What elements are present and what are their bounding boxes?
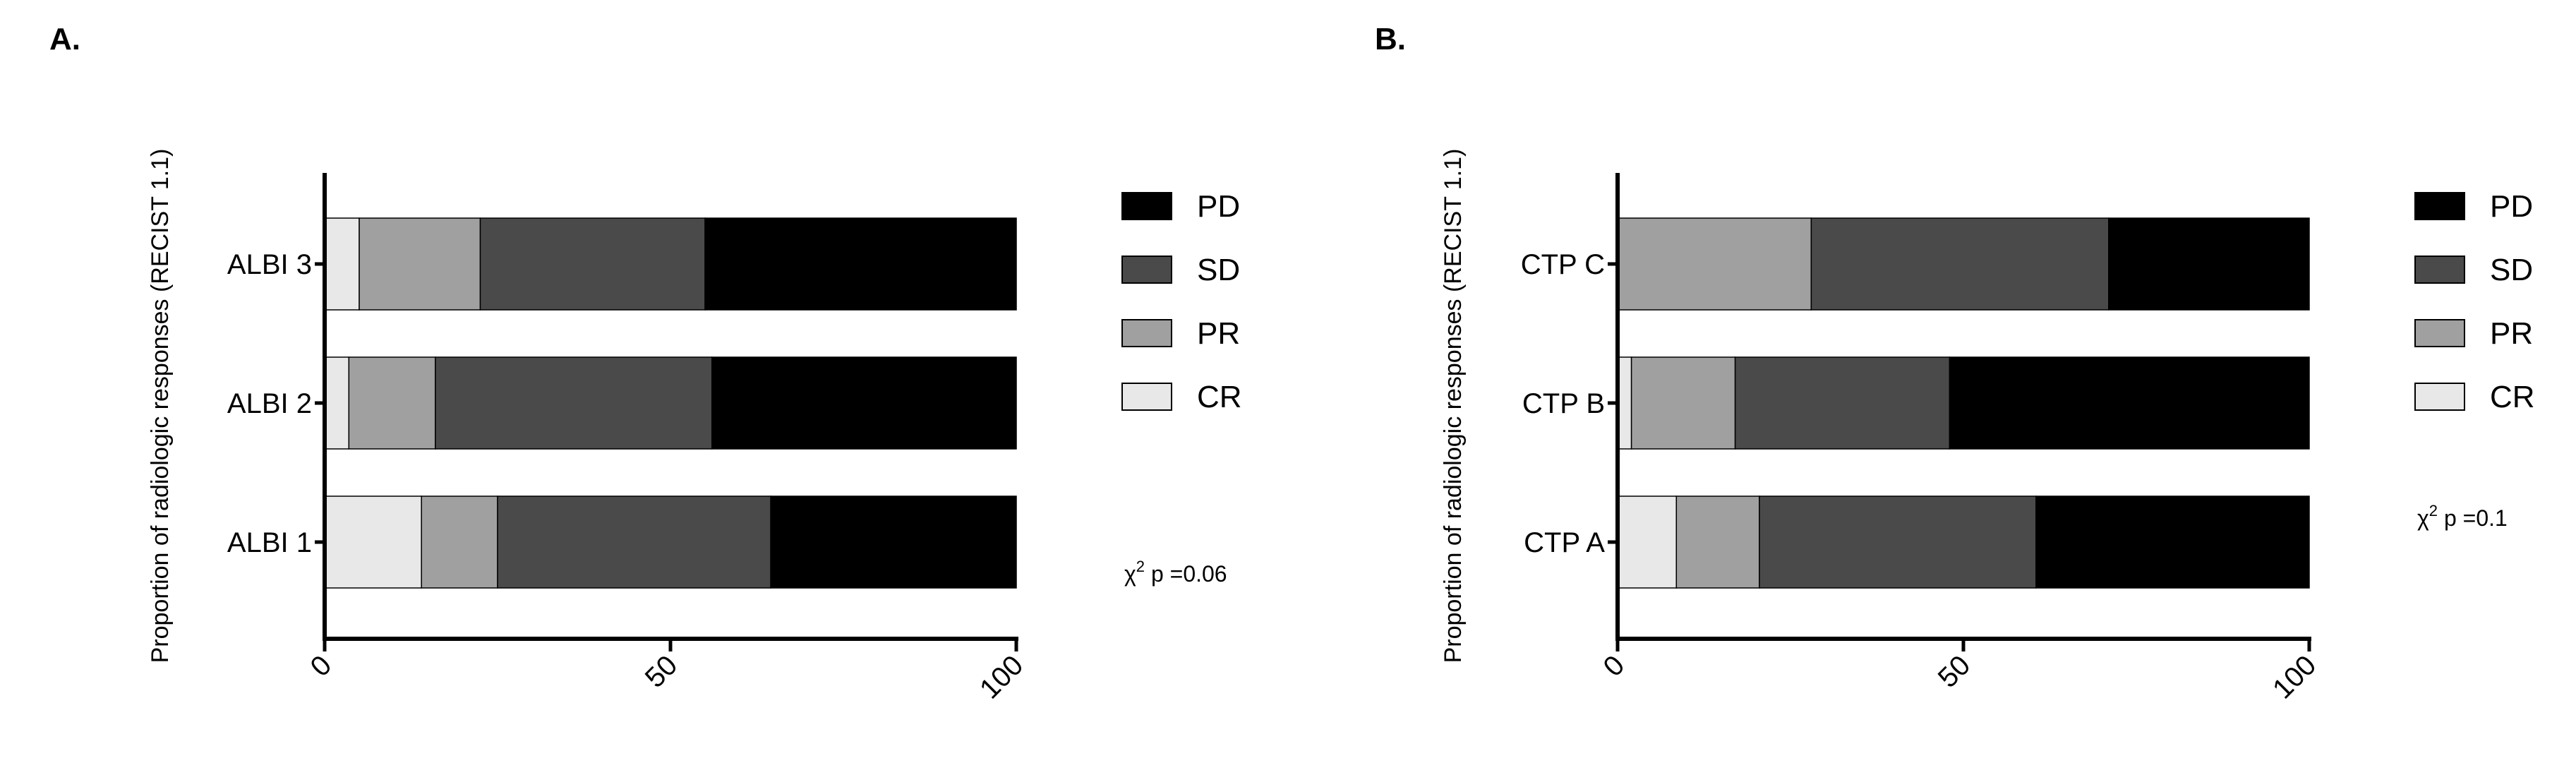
bar-segment-pd — [1949, 356, 2310, 450]
x-tick-label: 100 — [2267, 649, 2322, 704]
legend-swatch-cr — [2414, 383, 2465, 411]
x-tick-label: 100 — [974, 649, 1029, 704]
bar-segment-sd — [479, 217, 706, 311]
chi-symbol: χ — [2417, 505, 2429, 531]
legend-label-pr: PR — [2490, 316, 2533, 351]
x-tick-label: 50 — [1932, 649, 1977, 694]
panel-label: A. — [49, 22, 80, 56]
bar-segment-sd — [1759, 495, 2037, 589]
category-label: CTP C — [1521, 249, 1605, 280]
bar-segment-pr — [348, 356, 436, 450]
bar-segment-sd — [497, 495, 771, 589]
bar-segment-pr — [359, 217, 481, 311]
category-label: ALBI 1 — [227, 527, 312, 558]
bar-segment-sd — [1810, 217, 2109, 311]
legend-label-pd: PD — [2490, 189, 2533, 224]
bar-segment-pr — [421, 495, 498, 589]
superscript: 2 — [2429, 502, 2438, 519]
bar-segment-pd — [2035, 495, 2310, 589]
bar-segment-cr — [324, 495, 422, 589]
bar-segment-pr — [1630, 356, 1736, 450]
legend-swatch-cr — [1121, 383, 1172, 411]
legend-label-pd: PD — [1197, 189, 1240, 224]
chart-panel-b: B. Proportion of radiologic responses (RE… — [1375, 22, 2535, 705]
p-value-text: p =0.1 — [2438, 505, 2508, 531]
panel-label: B. — [1375, 22, 1406, 56]
bar-segment-pd — [770, 495, 1017, 589]
legend-swatch-pr — [2414, 319, 2465, 347]
legend-swatch-pr — [1121, 319, 1172, 347]
legend-label-cr: CR — [1197, 380, 1242, 414]
legend-swatch-pd — [2414, 192, 2465, 220]
y-axis-title: Proportion of radiologic responses (RECI… — [147, 149, 174, 663]
legend-label-sd: SD — [2490, 253, 2533, 287]
category-label: CTP B — [1522, 388, 1605, 419]
legend-swatch-pd — [1121, 192, 1172, 220]
bar-segment-sd — [1734, 356, 1951, 450]
chi-symbol: χ — [1124, 561, 1136, 587]
bar-segment-pr — [1617, 217, 1812, 311]
bar-segment-cr — [324, 356, 350, 450]
x-tick-label: 50 — [639, 649, 684, 694]
category-label: ALBI 3 — [227, 249, 312, 280]
legend-swatch-sd — [2414, 256, 2465, 284]
chi-square-annotation: χ2 p =0.06 — [1124, 558, 1227, 587]
legend-label-cr: CR — [2490, 380, 2535, 414]
bar-segment-pd — [2108, 217, 2310, 311]
bar-segment-cr — [324, 217, 360, 311]
legend-swatch-sd — [1121, 256, 1172, 284]
bar-segment-pr — [1675, 495, 1760, 589]
bar-segment-pd — [704, 217, 1017, 311]
category-label: CTP A — [1524, 527, 1605, 558]
y-axis-title: Proportion of radiologic responses (RECI… — [1440, 149, 1467, 663]
chi-square-annotation: χ2 p =0.1 — [2417, 502, 2508, 531]
p-value-text: p =0.06 — [1145, 561, 1227, 587]
bar-segment-pd — [711, 356, 1017, 450]
chart-panel-a: A. Proportion of radiologic responses (RE… — [49, 22, 1242, 705]
legend-label-pr: PR — [1197, 316, 1240, 351]
x-tick-label: 0 — [1598, 649, 1631, 683]
category-label: ALBI 2 — [227, 388, 312, 419]
bar-segment-cr — [1617, 495, 1678, 589]
legend-label-sd: SD — [1197, 253, 1240, 287]
bar-segment-sd — [435, 356, 713, 450]
superscript: 2 — [1136, 558, 1145, 575]
x-tick-label: 0 — [305, 649, 338, 683]
